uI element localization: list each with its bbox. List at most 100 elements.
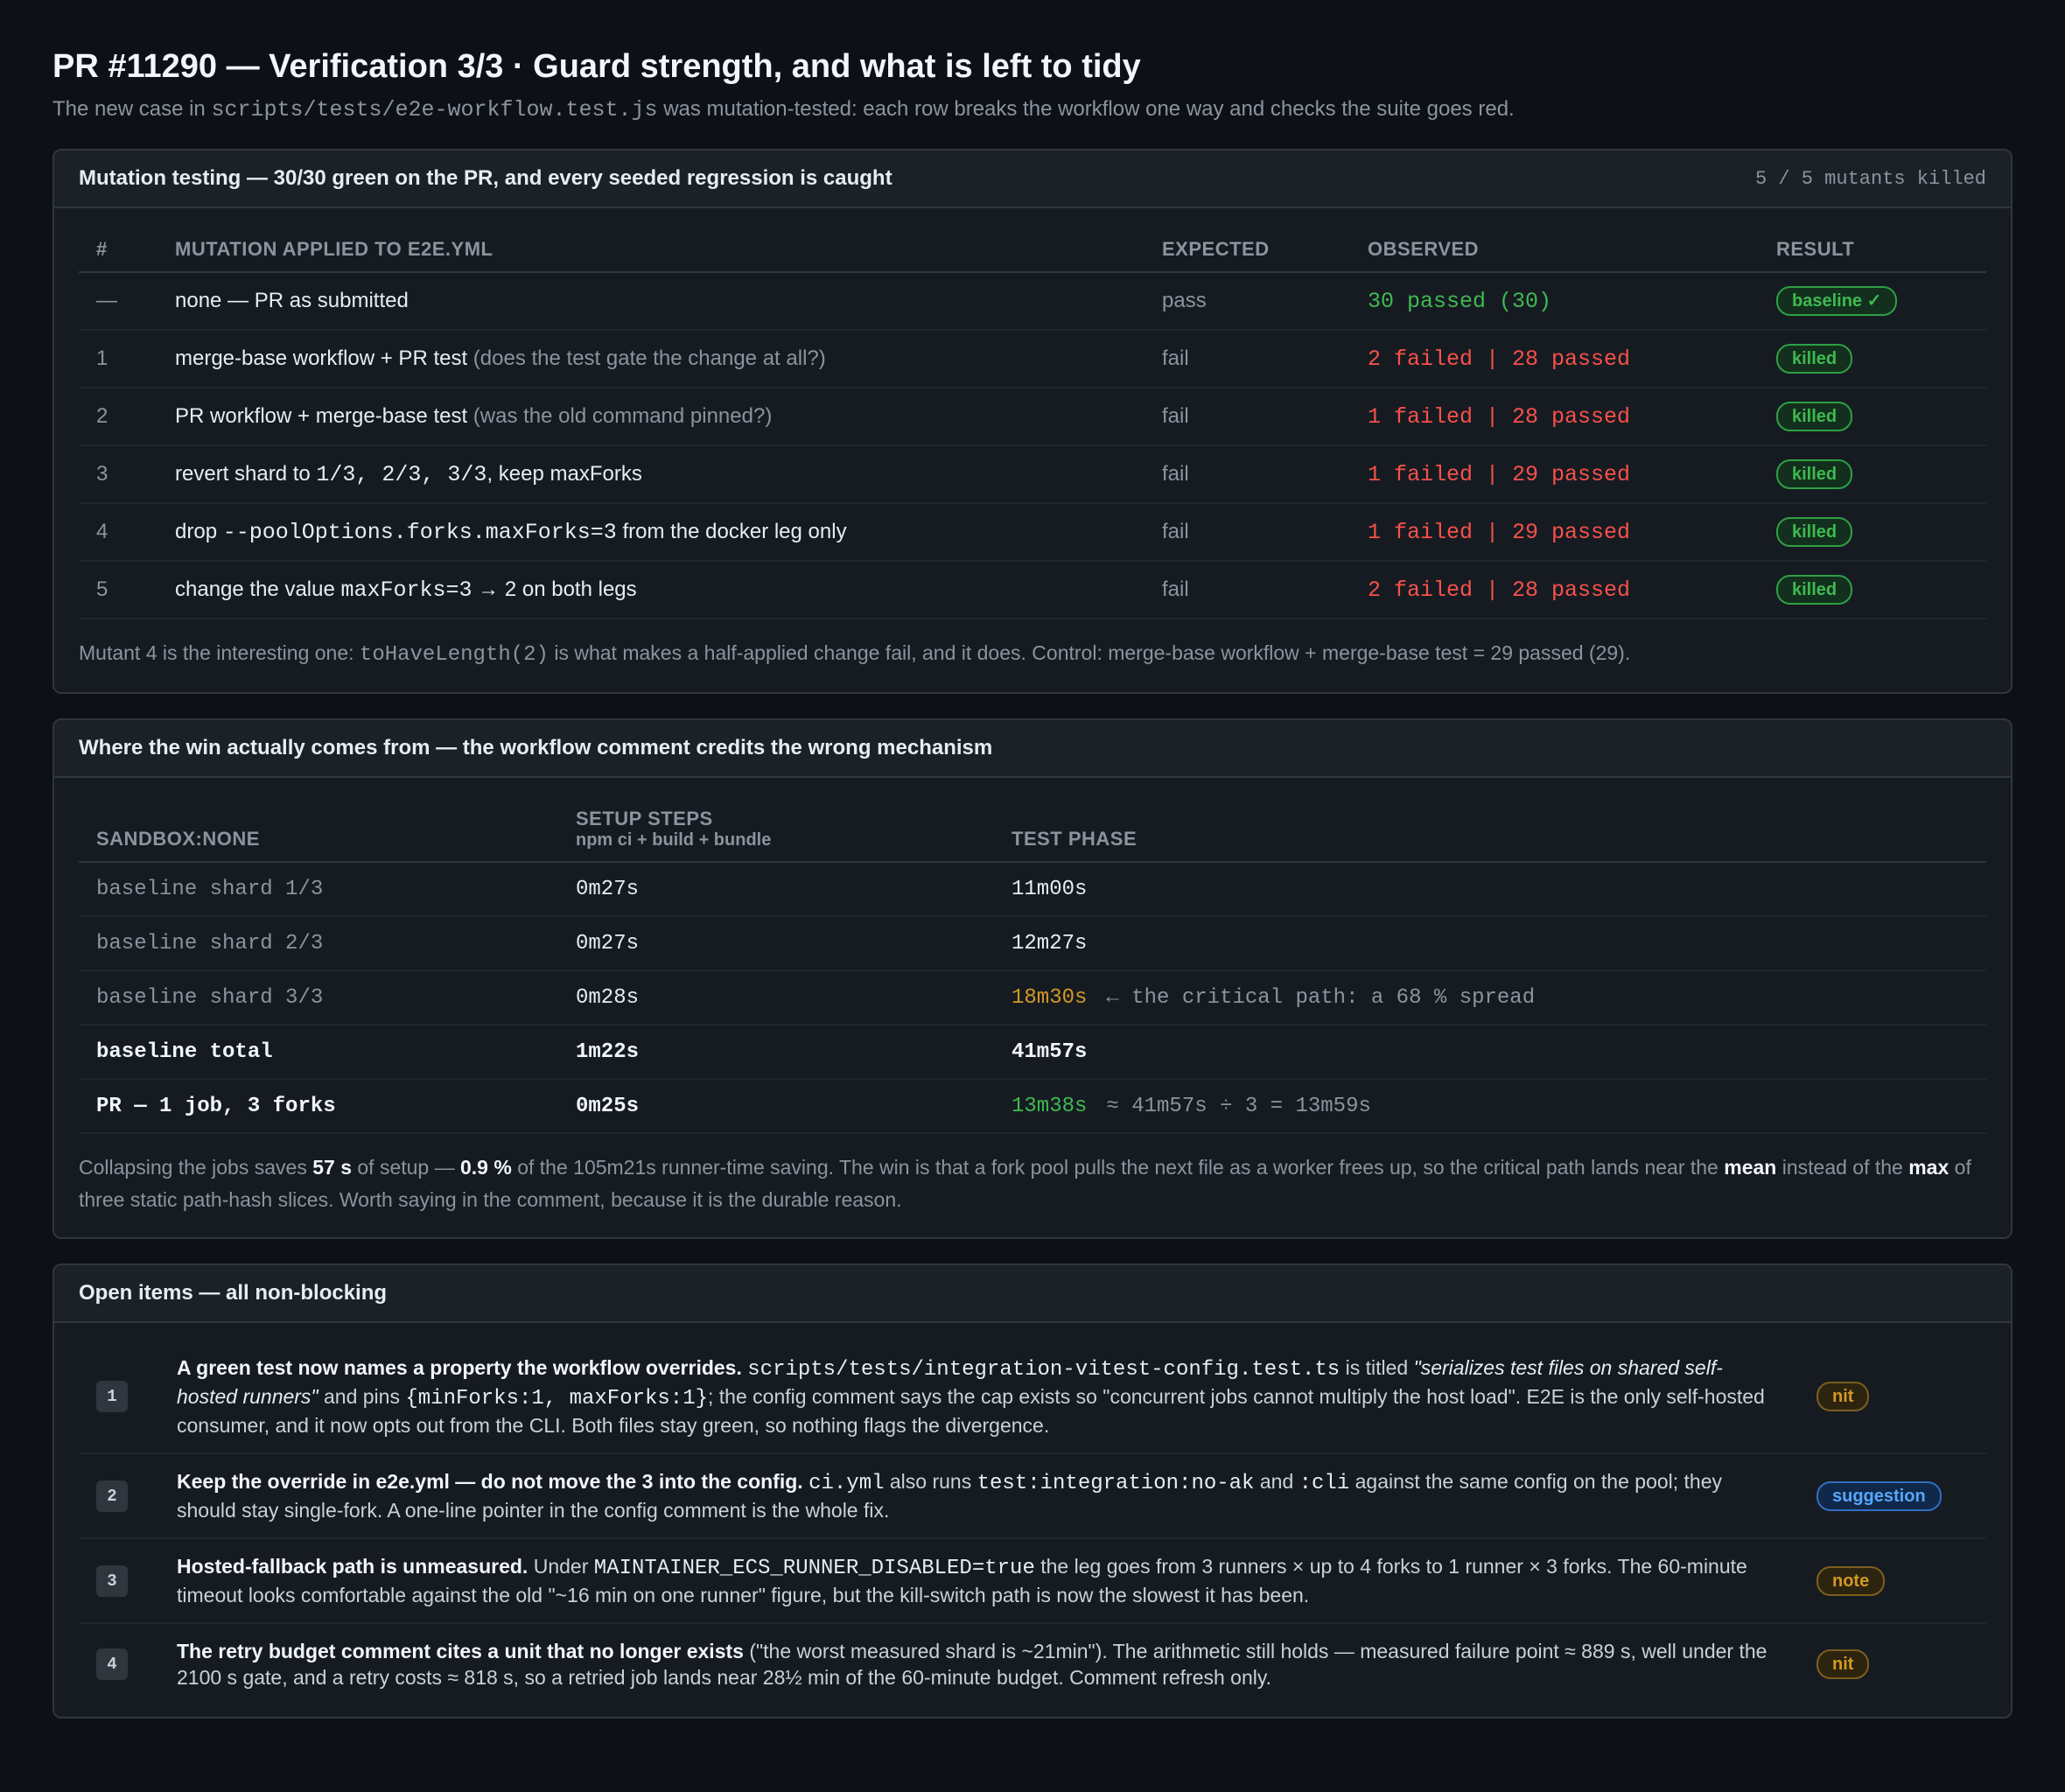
mutation-text: none — PR as submitted (175, 289, 409, 312)
col-header-test-phase: TEST PHASE (994, 794, 1986, 863)
footnote-text: instead of the (1776, 1156, 1909, 1179)
killed-badge: killed (1776, 344, 1853, 374)
killed-badge: killed (1776, 517, 1853, 547)
mutation-number: 1 (79, 330, 158, 388)
nit-badge: nit (1816, 1382, 1870, 1411)
footnote-text: Mutant 4 is the interesting one: (79, 641, 360, 664)
subtitle-file-path: scripts/tests/e2e-workflow.test.js (211, 97, 658, 122)
killed-badge: killed (1776, 402, 1853, 431)
footnote-text-end: is what makes a half-applied change fail… (548, 641, 1631, 664)
col-header-expected: EXPECTED (1144, 224, 1350, 273)
timing-row: PR — 1 job, 3 forks 0m25s 13m38s ≈ 41m57s ÷… (79, 1079, 1986, 1134)
suggestion-badge: suggestion (1816, 1480, 1942, 1511)
killed-badge: killed (1776, 575, 1853, 605)
mutation-testing-card: Mutation testing — 30/30 green on the PR… (52, 149, 2012, 694)
item-body: against the same config on the pool; the… (177, 1470, 1723, 1522)
result-cell: killed (1759, 445, 1986, 504)
result-cell: killed (1759, 503, 1986, 562)
page: PR #11290 — Verification 3/3 · Guard str… (52, 48, 2012, 1718)
item-heading: Keep the override in e2e.yml — do not mo… (177, 1470, 803, 1493)
mutation-row: 3 revert shard to 1/3, 2/3, 3/3, keep max… (79, 445, 1986, 504)
footnote-code: toHaveLength(2) (359, 643, 549, 667)
test-phase-cell: 11m00s (994, 862, 1986, 917)
col-header-mutation: MUTATION APPLIED TO E2E.YML (158, 224, 1144, 273)
open-items-card: Open items — all non-blocking 1 A green … (52, 1264, 2012, 1718)
item-body: and pins (318, 1385, 406, 1408)
footnote-emphasis: max (1908, 1156, 1950, 1179)
item-text: Hosted-fallback path is unmeasured. Unde… (159, 1538, 1799, 1624)
item-number: 2 (96, 1480, 128, 1512)
expected-outcome: pass (1144, 272, 1350, 331)
mutation-description: revert shard to 1/3, 2/3, 3/3, keep maxF… (158, 445, 1144, 504)
timing-table: SANDBOX:NONE SETUP STEPS npm ci + build +… (79, 794, 1986, 1134)
mutation-description: change the value maxForks=3 → 2 on both … (158, 561, 1144, 620)
timing-label: baseline shard 2/3 (79, 916, 558, 971)
setup-duration: 0m28s (558, 970, 994, 1026)
test-phase-duration: 12m27s (1012, 931, 1088, 956)
test-phase-cell: 18m30s ← the critical path: a 68 % spread (994, 970, 1986, 1026)
mutation-number: 2 (79, 388, 158, 446)
mutation-text: change the value (175, 577, 341, 601)
test-phase-duration: 13m38s (1012, 1094, 1088, 1118)
item-heading: A green test now names a property the wo… (177, 1356, 742, 1379)
mutation-row: — none — PR as submitted pass 30 passed (30… (79, 272, 1986, 331)
setup-duration: 0m25s (558, 1079, 994, 1134)
result-cell: killed (1759, 388, 1986, 446)
result-cell: baseline ✓ (1759, 272, 1986, 331)
mutation-description: merge-base workflow + PR test (does the … (158, 330, 1144, 388)
test-phase-cell: 12m27s (994, 916, 1986, 971)
setup-header-label: SETUP STEPS (576, 808, 713, 830)
test-phase-cell: 13m38s ≈ 41m57s ÷ 3 = 13m59s (994, 1079, 1986, 1134)
item-number: 1 (96, 1381, 128, 1412)
item-body: ; the config comment says the cap exists… (177, 1385, 1765, 1437)
timing-row: baseline shard 2/3 0m27s 12m27s (79, 916, 1986, 971)
timing-label: baseline shard 1/3 (79, 862, 558, 917)
baseline-badge: baseline ✓ (1776, 286, 1898, 316)
mutation-table: # MUTATION APPLIED TO E2E.YML EXPECTED O… (79, 224, 1986, 620)
item-quote: "serializes test files on shared self-ho… (177, 1356, 1723, 1408)
page-subtitle: The new case in scripts/tests/e2e-workfl… (52, 95, 2012, 124)
setup-duration: 0m27s (558, 862, 994, 917)
mutation-text: revert shard to (175, 461, 317, 486)
mutation-table-header: # MUTATION APPLIED TO E2E.YML EXPECTED O… (79, 224, 1986, 273)
observed-outcome: 1 failed | 28 passed (1350, 388, 1759, 446)
mutants-killed-count: 5 / 5 mutants killed (1754, 167, 1986, 190)
item-code: scripts/tests/integration-vitest-config.… (747, 1358, 1340, 1382)
item-code: :cli (1298, 1472, 1350, 1495)
mutation-text: drop (175, 519, 223, 543)
item-code: ci.yml (808, 1472, 885, 1495)
mutation-row: 5 change the value maxForks=3 → 2 on both… (79, 561, 1986, 620)
open-items-table: 1 A green test now names a property the … (79, 1340, 1986, 1704)
timing-row: baseline shard 3/3 0m28s 18m30s ← the criti… (79, 970, 1986, 1026)
mutation-number: 5 (79, 561, 158, 620)
mutation-card-header: Mutation testing — 30/30 green on the PR… (54, 150, 2011, 208)
subtitle-text: The new case in (52, 97, 212, 121)
open-item: 2 Keep the override in e2e.yml — do not … (79, 1453, 1986, 1539)
mutation-description: PR workflow + merge-base test (was the o… (158, 388, 1144, 446)
mutation-code: 1/3, 2/3, 3/3 (316, 461, 487, 487)
footnote-text: Collapsing the jobs saves (79, 1156, 313, 1179)
nit-badge: nit (1816, 1649, 1870, 1679)
result-cell: killed (1759, 330, 1986, 388)
expected-outcome: fail (1144, 503, 1350, 562)
mutation-footnote: Mutant 4 is the interesting one: toHaveL… (79, 637, 1986, 671)
mutation-row: 1 merge-base workflow + PR test (does the… (79, 330, 1986, 388)
expected-outcome: fail (1144, 330, 1350, 388)
observed-outcome: 1 failed | 29 passed (1350, 503, 1759, 562)
col-header-num: # (79, 224, 158, 273)
observed-outcome: 30 passed (30) (1350, 272, 1759, 331)
setup-duration: 1m22s (558, 1025, 994, 1080)
observed-outcome: 2 failed | 28 passed (1350, 330, 1759, 388)
setup-duration: 0m27s (558, 916, 994, 971)
col-header-result: RESULT (1759, 224, 1986, 273)
timing-label: baseline total (79, 1025, 558, 1080)
result-cell: killed (1759, 561, 1986, 620)
item-code: test:integration:no-ak (976, 1472, 1255, 1495)
timing-label: PR — 1 job, 3 forks (79, 1079, 558, 1134)
open-item: 3 Hosted-fallback path is unmeasured. Un… (79, 1538, 1986, 1624)
item-number: 4 (96, 1648, 128, 1680)
col-header-setup: SETUP STEPS npm ci + build + bundle (558, 794, 994, 863)
observed-outcome: 2 failed | 28 passed (1350, 561, 1759, 620)
item-body: also runs (884, 1470, 977, 1493)
setup-header-sublabel: npm ci + build + bundle (576, 830, 772, 850)
